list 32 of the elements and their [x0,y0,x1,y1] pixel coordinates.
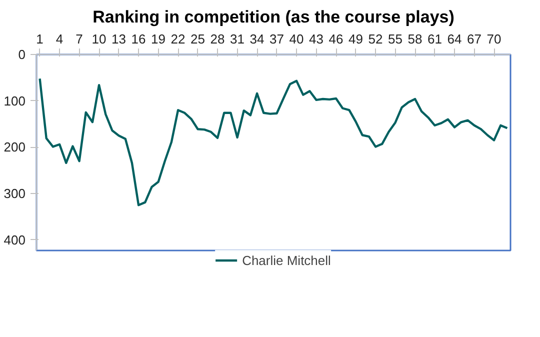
x-tick-label: 61 [428,32,442,46]
x-tick-label: 16 [131,32,146,46]
x-tick-label: 40 [289,32,304,46]
x-tick-label: 55 [388,32,403,46]
y-tick-label: 100 [4,93,26,108]
x-tick-label: 28 [210,32,225,46]
x-tick-label: 43 [309,32,324,46]
x-tick-label: 64 [447,32,462,46]
x-tick-label: 31 [230,32,245,46]
x-tick-label: 49 [348,32,364,46]
x-tick-label: 25 [190,32,206,46]
x-tick-label: 7 [76,32,83,46]
x-tick-label: 37 [270,32,284,46]
x-tick-label: 22 [170,32,186,46]
line-series [38,77,508,206]
x-tick-label: 67 [467,32,482,46]
x-tick-label: 34 [250,32,264,46]
x-tick-label: 52 [368,32,383,46]
chart-title: Ranking in competition (as the course plays) [92,8,454,26]
x-tick-label: 4 [56,32,64,46]
y-tick-label: 300 [4,186,26,202]
x-tick-label: 70 [486,32,502,46]
x-tick-label: 10 [92,32,106,46]
legend-label: Charlie Mitchell [242,252,331,268]
y-tick-label: 200 [4,140,26,155]
y-tick-label: 400 [4,232,26,248]
x-tick-label: 46 [328,32,344,46]
x-tick-label: 1 [36,32,44,46]
y-tick-label: 0 [18,47,26,62]
x-tick-label: 58 [408,32,422,46]
x-tick-label: 19 [151,32,166,46]
x-tick-label: 13 [112,32,126,46]
